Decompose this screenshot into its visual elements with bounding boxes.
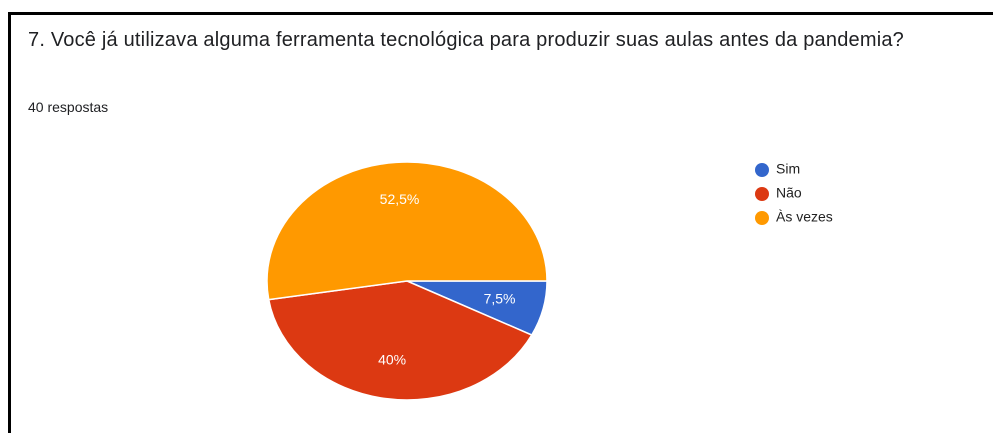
chart-subtitle: 40 respostas: [28, 99, 109, 115]
pie-slice: [266, 161, 548, 301]
legend-marker: [755, 211, 769, 225]
legend-label: Sim: [776, 161, 800, 177]
data-label: 7,5%: [484, 291, 516, 307]
legend-label: Às vezes: [776, 209, 833, 225]
legend-marker: [755, 187, 769, 201]
frame: 7. Você já utilizava alguma ferramenta t…: [8, 12, 993, 433]
data-label: 40%: [378, 352, 406, 368]
legend-label: Não: [776, 185, 802, 201]
legend-marker: [755, 163, 769, 177]
chart-title: 7. Você já utilizava alguma ferramenta t…: [28, 29, 904, 51]
pie-slice: [267, 280, 533, 401]
data-label: 52,5%: [380, 191, 420, 207]
